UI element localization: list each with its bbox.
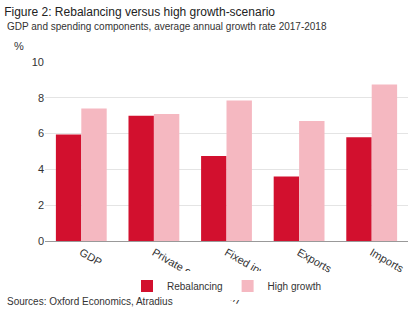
svg-text:Sources: Oxford Economics, Atr: Sources: Oxford Economics, Atradius <box>7 296 173 307</box>
svg-text:10: 10 <box>32 56 44 68</box>
svg-text:Figure 2: Rebalancing versus h: Figure 2: Rebalancing versus high growth… <box>4 5 275 19</box>
svg-text:Exports: Exports <box>295 246 334 275</box>
svg-text:4: 4 <box>38 163 44 175</box>
svg-text:8: 8 <box>38 92 44 104</box>
svg-text:6: 6 <box>38 127 44 139</box>
svg-text:0: 0 <box>38 235 44 247</box>
svg-text:Rebalancing: Rebalancing <box>167 281 223 292</box>
svg-text:High growth: High growth <box>268 281 321 292</box>
svg-text:GDP and spending components, a: GDP and spending components, average ann… <box>7 21 327 32</box>
svg-text:Imports: Imports <box>368 246 406 275</box>
svg-text:2: 2 <box>38 199 44 211</box>
svg-text:%: % <box>14 40 24 52</box>
svg-text:GDP: GDP <box>78 246 105 268</box>
